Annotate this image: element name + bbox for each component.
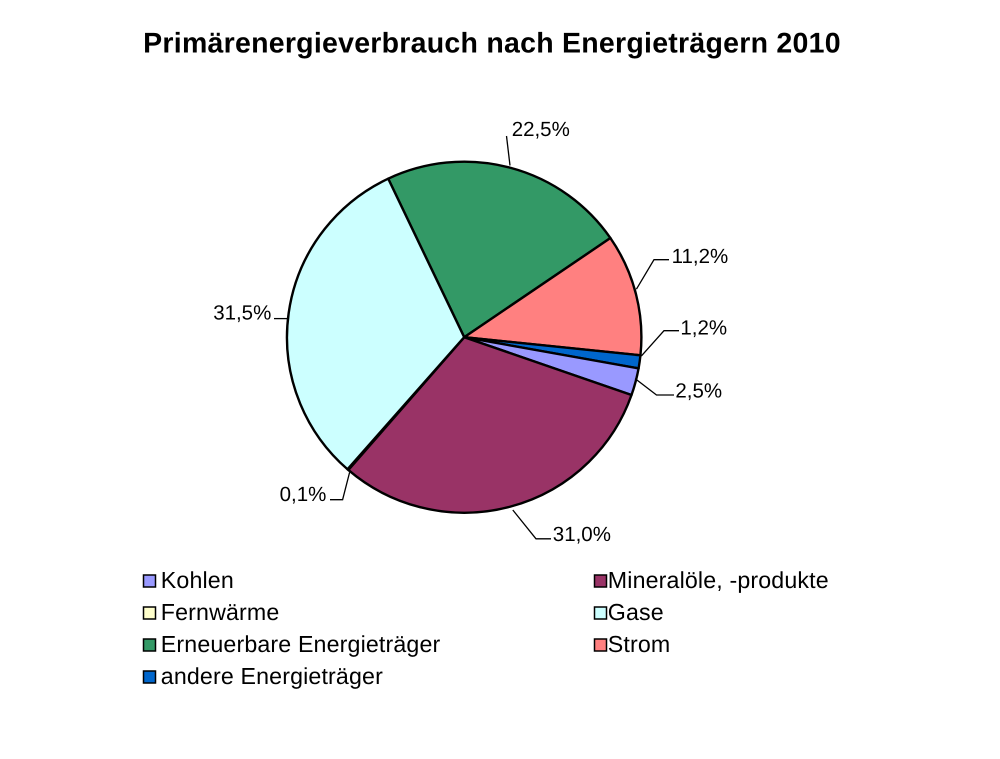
svg-text:andere Energieträger: andere Energieträger — [161, 663, 383, 689]
svg-text:Fernwärme: Fernwärme — [161, 599, 280, 625]
svg-text:0,1%: 0,1% — [280, 483, 327, 506]
svg-text:Mineralöle, -produkte: Mineralöle, -produkte — [608, 567, 829, 593]
svg-text:Primärenergieverbrauch nach En: Primärenergieverbrauch nach Energieträge… — [143, 28, 841, 60]
svg-text:Strom: Strom — [608, 631, 671, 657]
svg-text:Kohlen: Kohlen — [161, 567, 234, 593]
svg-text:22,5%: 22,5% — [512, 118, 570, 141]
svg-text:31,0%: 31,0% — [553, 523, 611, 546]
svg-text:31,5%: 31,5% — [213, 302, 271, 325]
svg-text:Gase: Gase — [608, 599, 664, 625]
svg-text:1,2%: 1,2% — [680, 317, 727, 340]
svg-text:11,2%: 11,2% — [672, 245, 729, 268]
svg-text:Erneuerbare Energieträger: Erneuerbare Energieträger — [161, 631, 441, 657]
svg-text:2,5%: 2,5% — [675, 380, 722, 403]
